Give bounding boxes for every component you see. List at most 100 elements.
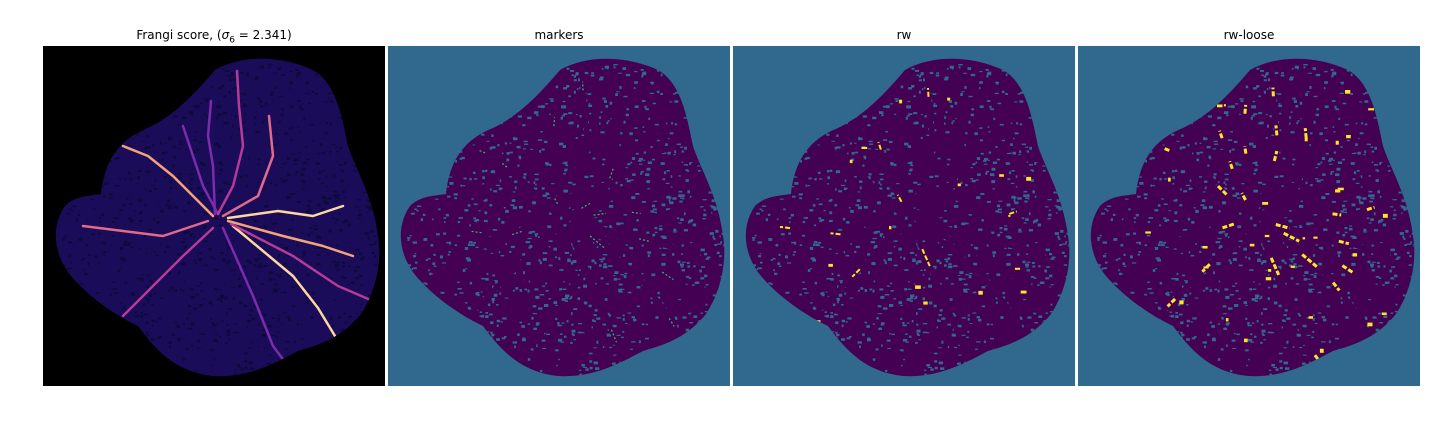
- texture-speck: [880, 183, 882, 186]
- texture-speck: [340, 283, 343, 286]
- texture-speck: [213, 257, 216, 261]
- texture-speck: [1023, 222, 1027, 224]
- texture-speck: [922, 331, 928, 334]
- texture-speck: [229, 74, 233, 76]
- texture-speck: [559, 142, 564, 146]
- texture-speck: [301, 231, 305, 234]
- texture-speck: [298, 131, 301, 133]
- texture-speck: [1289, 122, 1291, 125]
- texture-speck: [533, 181, 536, 184]
- texture-speck: [640, 69, 644, 71]
- texture-speck: [904, 142, 909, 146]
- texture-speck: [1157, 306, 1161, 309]
- texture-speck: [1267, 331, 1273, 334]
- texture-speck: [550, 240, 553, 242]
- texture-speck: [972, 163, 976, 166]
- texture-speck: [973, 262, 978, 266]
- texture-speck: [892, 225, 897, 229]
- vessel: [121, 144, 215, 218]
- texture-speck: [160, 243, 162, 245]
- texture-speck: [812, 204, 816, 207]
- texture-speck: [1238, 298, 1241, 300]
- texture-speck: [1337, 161, 1343, 164]
- texture-speck: [374, 235, 376, 238]
- texture-speck: [562, 298, 566, 301]
- texture-speck: [1019, 150, 1022, 154]
- texture-speck: [151, 304, 154, 306]
- texture-speck: [777, 262, 781, 266]
- texture-speck: [887, 194, 892, 197]
- texture-speck: [300, 323, 303, 326]
- texture-speck: [563, 189, 568, 193]
- texture-speck: [254, 122, 256, 125]
- texture-speck: [869, 143, 874, 145]
- texture-speck: [964, 222, 969, 225]
- texture-speck: [262, 120, 265, 122]
- texture-speck: [188, 111, 194, 115]
- texture-speck: [305, 301, 308, 304]
- texture-speck: [910, 164, 914, 167]
- texture-speck: [280, 167, 284, 169]
- texture-speck: [622, 314, 625, 317]
- texture-speck: [702, 218, 706, 220]
- texture-speck: [328, 231, 333, 233]
- texture-speck: [645, 337, 649, 340]
- texture-speck: [688, 277, 692, 279]
- texture-speck: [564, 251, 570, 254]
- texture-speck: [878, 111, 884, 115]
- texture-speck: [1224, 288, 1229, 291]
- texture-speck: [1017, 93, 1021, 95]
- texture-speck: [177, 124, 181, 127]
- frangi-panel-title: Frangi score, (σ6 = 2.341): [43, 28, 385, 45]
- texture-speck: [890, 162, 894, 165]
- texture-speck: [141, 140, 145, 142]
- texture-speck: [125, 244, 130, 247]
- texture-speck: [1326, 286, 1331, 289]
- texture-speck: [563, 335, 567, 338]
- texture-speck: [689, 195, 692, 198]
- texture-speck: [325, 175, 328, 178]
- texture-speck: [147, 274, 151, 277]
- texture-speck: [217, 162, 222, 164]
- texture-speck: [867, 176, 871, 180]
- texture-speck: [496, 338, 500, 341]
- texture-speck: [360, 258, 365, 260]
- texture-speck: [705, 303, 708, 306]
- texture-speck: [768, 238, 773, 241]
- texture-speck: [986, 170, 990, 173]
- texture-speck: [407, 238, 410, 241]
- texture-speck: [910, 296, 913, 300]
- texture-speck: [469, 281, 473, 285]
- texture-speck: [967, 318, 970, 321]
- texture-speck: [908, 224, 912, 227]
- texture-speck: [225, 261, 229, 265]
- texture-speck: [275, 274, 279, 276]
- texture-speck: [1028, 229, 1033, 232]
- texture-speck: [1049, 311, 1053, 313]
- texture-speck: [864, 289, 867, 292]
- texture-speck: [169, 180, 173, 183]
- texture-speck: [791, 241, 795, 244]
- texture-speck: [369, 244, 372, 246]
- texture-speck: [1380, 162, 1383, 164]
- texture-speck: [886, 148, 890, 151]
- texture-speck: [599, 76, 604, 79]
- texture-speck: [197, 348, 202, 349]
- texture-speck: [968, 120, 971, 124]
- texture-speck: [1375, 169, 1379, 172]
- texture-speck: [528, 231, 533, 234]
- texture-speck: [134, 311, 137, 313]
- texture-speck: [270, 181, 273, 185]
- texture-speck: [954, 101, 958, 105]
- texture-speck: [1331, 75, 1334, 78]
- texture-speck: [934, 366, 938, 370]
- texture-speck: [413, 255, 417, 258]
- texture-speck: [172, 333, 175, 337]
- texture-speck: [1175, 278, 1179, 281]
- texture-speck: [666, 170, 670, 172]
- texture-speck: [813, 308, 817, 310]
- texture-speck: [227, 334, 230, 336]
- texture-speck: [989, 105, 992, 109]
- texture-speck: [949, 298, 953, 301]
- texture-speck: [678, 190, 683, 193]
